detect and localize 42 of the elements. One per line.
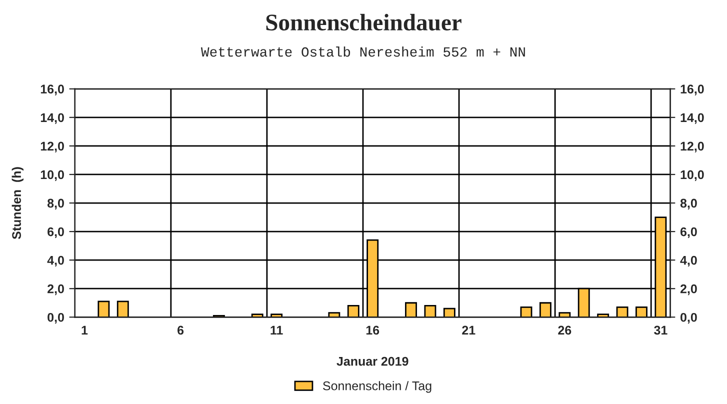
bar: [328, 312, 340, 318]
bar: [616, 306, 628, 318]
x-tick-label: 6: [178, 326, 184, 335]
y-tick-label: 0,0: [48, 312, 64, 324]
chart-title: Sonnenscheindauer: [266, 14, 462, 31]
bar: [424, 305, 436, 318]
y-tick-label: 4,0: [47, 256, 64, 267]
y-tick-label: 14,0: [40, 113, 64, 124]
y-tick-label: 10,0: [40, 170, 64, 181]
bar: [405, 302, 417, 318]
bar: [636, 306, 648, 318]
bar: [520, 306, 532, 318]
legend-label: Sonnenschein / Tag: [323, 381, 432, 393]
y2-tick-label: 4,0: [680, 256, 697, 267]
y-tick-label: 2,0: [48, 284, 64, 296]
y-tick-label: 12,0: [40, 142, 64, 152]
chart-subtitle: Wetterwarte Ostalb Neresheim 552 m + NN: [200, 46, 525, 57]
x-tick-label: 16: [366, 326, 380, 335]
x-tick-label: 21: [462, 326, 476, 335]
bar: [539, 302, 552, 318]
x-tick-label: 26: [558, 326, 572, 335]
y2-tick-label: 2,0: [680, 284, 697, 296]
x-tick-label: 11: [270, 326, 283, 335]
bar: [98, 300, 110, 318]
x-axis-title: Januar 2019: [336, 356, 408, 366]
y2-tick-label: 16,0: [680, 84, 704, 96]
y2-tick-label: 6,0: [680, 227, 697, 238]
y2-tick-label: 0,0: [680, 312, 697, 324]
y2-tick-label: 14,0: [680, 113, 704, 124]
bar: [558, 312, 571, 318]
bar: [347, 305, 360, 318]
bar: [116, 300, 129, 318]
y2-tick-label: 12,0: [680, 142, 704, 152]
x-tick-label: 1: [82, 326, 88, 335]
y2-tick-label: 10,0: [680, 170, 704, 181]
y-tick-label: 8,0: [47, 198, 64, 210]
bar: [443, 308, 456, 318]
y2-tick-label: 8,0: [680, 198, 697, 210]
y-axis-title: Stunden (h): [12, 167, 24, 240]
x-tick-label: 31: [654, 326, 668, 335]
y-tick-label: 16,0: [40, 84, 64, 96]
y-tick-label: 6,0: [48, 227, 64, 238]
